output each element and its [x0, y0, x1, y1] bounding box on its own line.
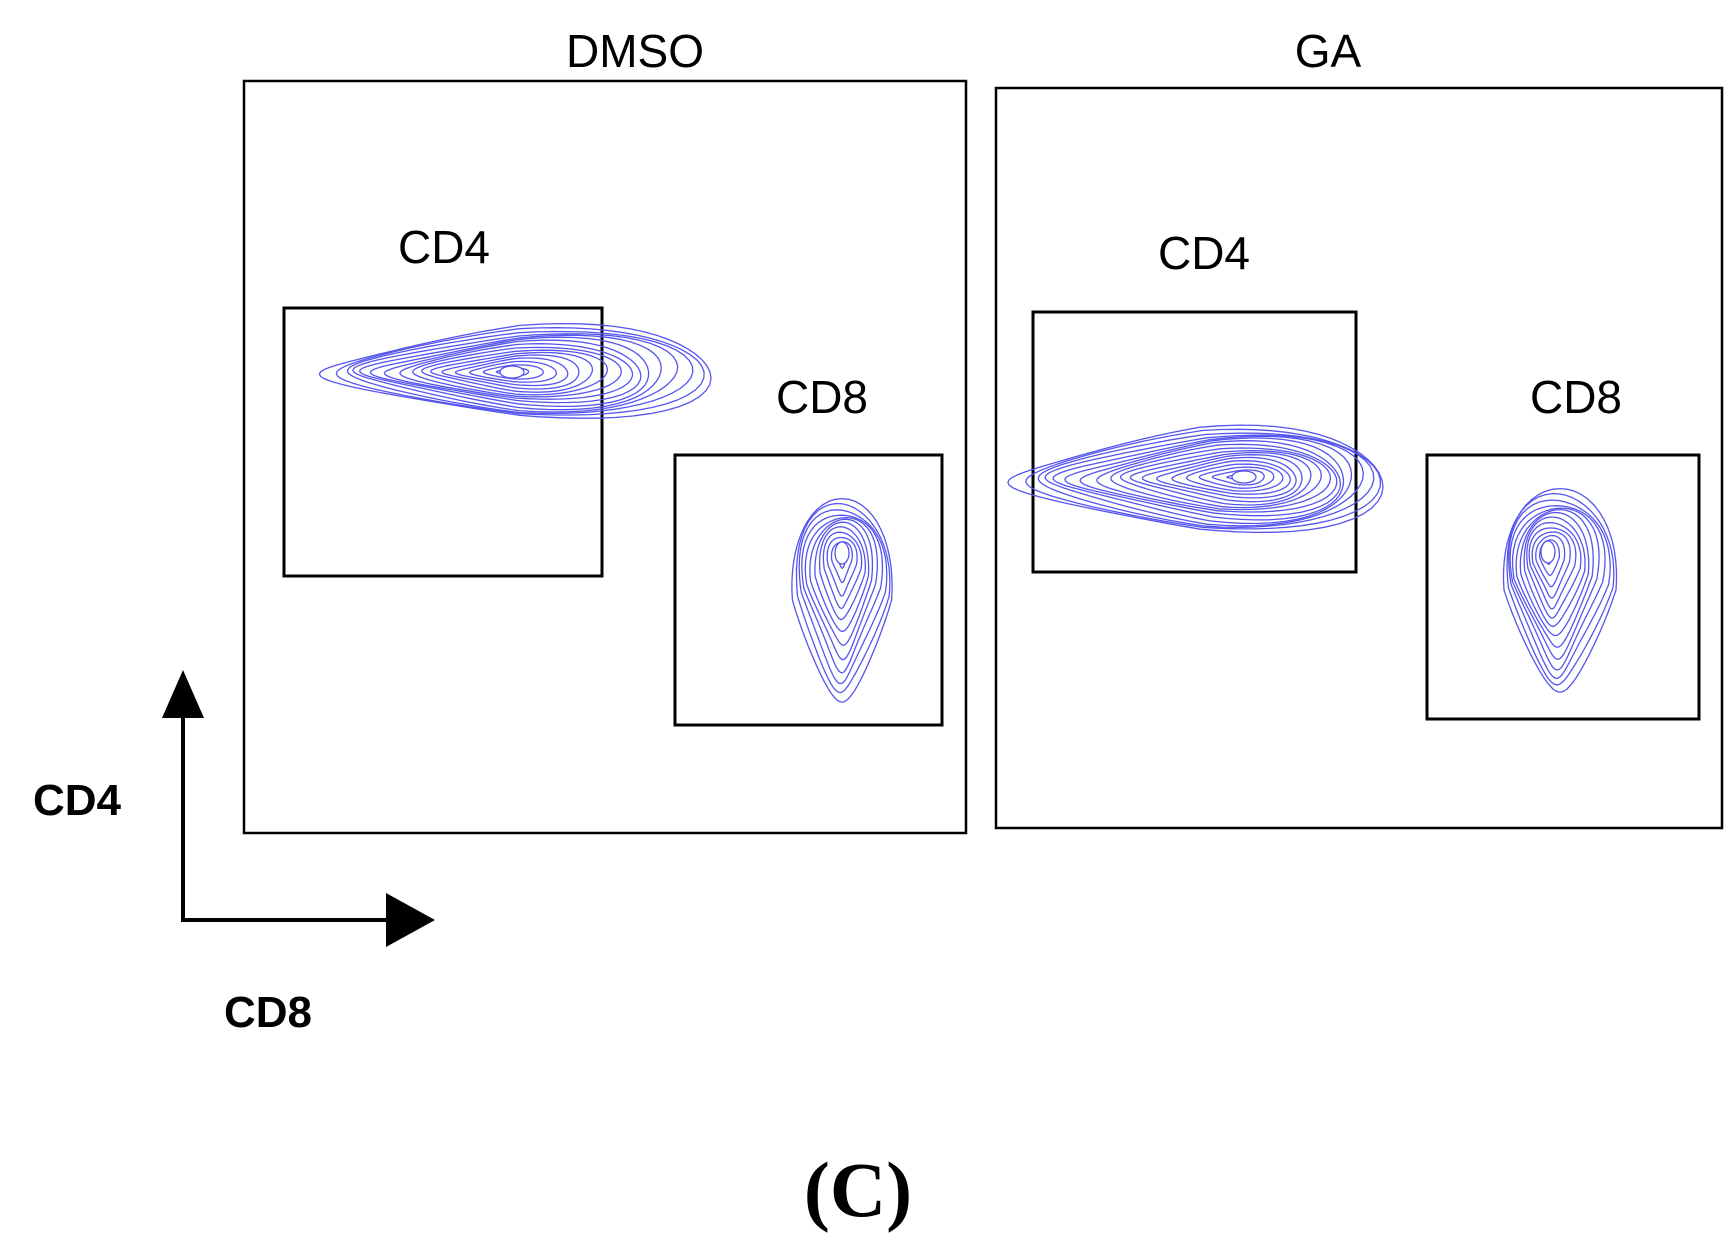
gate-dmso-cd8	[673, 453, 944, 727]
contour-level	[359, 334, 662, 411]
contour-level	[1508, 499, 1611, 680]
contour-level	[822, 531, 863, 610]
contour-level	[1511, 507, 1600, 660]
x-axis-label: CD8	[224, 988, 312, 1037]
contour-peak	[499, 365, 525, 379]
gate-ga-cd8	[1425, 453, 1701, 721]
contour-level	[383, 339, 642, 404]
contour-level	[420, 349, 609, 396]
contours-ga-cd4	[1007, 424, 1384, 534]
gate-label-dmso-cd8: CD8	[776, 371, 868, 423]
contour-level	[482, 364, 544, 380]
contour-level	[1515, 508, 1594, 648]
contour-level	[1519, 511, 1590, 637]
contour-level	[1528, 527, 1577, 610]
contour-level	[801, 514, 884, 674]
contour-level	[814, 521, 870, 632]
contour-level	[1171, 460, 1291, 495]
contour-level	[1110, 447, 1332, 511]
contour-level	[468, 360, 558, 383]
contour-level	[346, 330, 694, 415]
contour-level	[830, 541, 853, 584]
contour-level	[1025, 428, 1382, 530]
figure-label: (C)	[804, 1146, 912, 1233]
contour-level	[798, 509, 888, 685]
contour-level	[412, 346, 622, 398]
contour-level	[1198, 466, 1275, 489]
gate-dmso-cd4	[282, 306, 604, 578]
contour-level	[1007, 424, 1384, 534]
contour-level	[1539, 539, 1561, 576]
contour-level	[1531, 531, 1571, 599]
contour-level	[809, 518, 874, 646]
contours-ga-cd8	[1502, 487, 1618, 693]
plot-frame-ga	[994, 86, 1724, 830]
contour-level	[1526, 521, 1582, 619]
contour-level	[1119, 450, 1322, 509]
contour-level	[454, 357, 569, 387]
contours-dmso-cd4	[318, 322, 712, 419]
contour-peak	[834, 541, 850, 565]
contour-level	[352, 333, 679, 413]
contour-level	[1129, 451, 1312, 506]
contour-level	[441, 354, 580, 390]
contour-level	[1079, 440, 1342, 517]
panel-dmso: DMSO CD4 CD8	[242, 25, 968, 835]
gate-label-ga-cd8: CD8	[1530, 371, 1622, 423]
contour-level	[1185, 463, 1284, 492]
contour-level	[1044, 434, 1364, 527]
panel-title-dmso: DMSO	[566, 25, 704, 77]
y-axis-arrowhead	[162, 670, 204, 718]
contour-peak	[1231, 470, 1257, 484]
contour-level	[1535, 534, 1566, 588]
contour-level	[1052, 435, 1353, 525]
gate-ga-cd4	[1031, 310, 1358, 574]
gate-label-ga-cd4: CD4	[1158, 227, 1250, 279]
contour-peak	[1540, 540, 1556, 564]
y-axis-label: CD4	[33, 776, 122, 825]
contour-level	[335, 327, 705, 416]
contours-dmso-cd8	[791, 497, 893, 703]
contour-level	[795, 502, 891, 694]
contour-level	[399, 343, 634, 400]
contour-level	[1141, 454, 1303, 503]
contour-level	[1096, 443, 1338, 513]
contour-level	[1506, 492, 1615, 686]
contour-level	[369, 336, 650, 408]
contour-level	[1037, 432, 1375, 528]
contour-level	[429, 351, 594, 393]
panel-ga: GA CD4 CD8	[994, 25, 1724, 830]
contour-level	[804, 516, 879, 661]
x-axis-arrowhead	[386, 893, 435, 947]
contour-level	[791, 497, 893, 703]
contour-level	[1064, 437, 1345, 521]
panel-title-ga: GA	[1295, 25, 1362, 77]
gate-label-dmso-cd4: CD4	[398, 221, 490, 273]
plot-frame-dmso	[242, 79, 968, 835]
contour-level	[1502, 487, 1618, 693]
contour-level	[818, 526, 866, 621]
axis-indicator: CD4 CD8	[33, 670, 435, 1037]
contour-level	[1211, 469, 1265, 486]
contour-level	[1509, 505, 1606, 671]
contour-level	[1523, 516, 1586, 628]
contour-level	[826, 536, 858, 597]
contour-level	[318, 322, 712, 419]
contour-level	[1155, 456, 1297, 499]
